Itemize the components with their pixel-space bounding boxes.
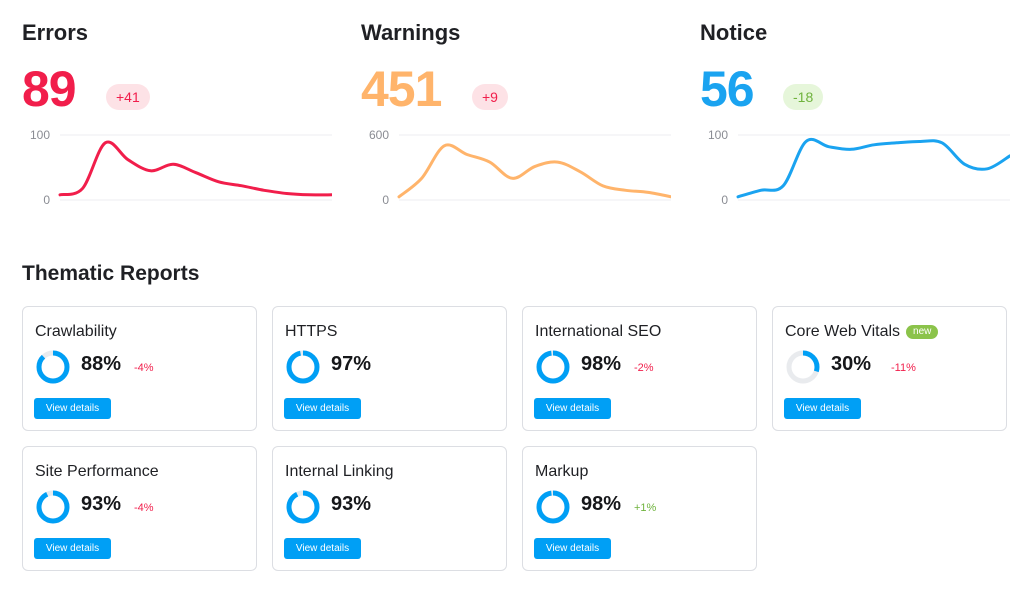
new-badge: new bbox=[906, 325, 939, 339]
series-line bbox=[736, 137, 1010, 199]
card-percentage: 93% bbox=[81, 493, 122, 515]
card-title: Internal Linking bbox=[285, 463, 394, 480]
card-title: Site Performance bbox=[35, 463, 159, 480]
report-card-https[interactable]: HTTPS 97% View details bbox=[272, 306, 507, 431]
y-tick-label: 100 bbox=[30, 128, 50, 142]
card-title: Core Web Vitals new bbox=[785, 323, 939, 341]
metric-value[interactable]: 451 bbox=[361, 61, 442, 117]
card-title: Crawlability bbox=[35, 323, 117, 340]
progress-ring-icon bbox=[286, 490, 320, 524]
ring-progress bbox=[36, 350, 70, 384]
card-percentage: 98% bbox=[581, 353, 622, 375]
report-card-internal-linking[interactable]: Internal Linking 93% View details bbox=[272, 446, 507, 571]
card-percentage: 98% bbox=[581, 493, 622, 515]
progress-ring-icon bbox=[786, 350, 820, 384]
section-title: Thematic Reports bbox=[22, 262, 200, 285]
card-percentage: 93% bbox=[331, 493, 372, 515]
warnings-metric: Warnings 451 +9 600 0 bbox=[361, 20, 681, 220]
metric-value[interactable]: 89 bbox=[22, 61, 77, 117]
card-title: HTTPS bbox=[285, 323, 338, 340]
metric-delta-badge: -18 bbox=[783, 84, 824, 110]
metric-title: Warnings bbox=[361, 20, 461, 45]
report-card-crawlability[interactable]: Crawlability 88% -4% View details bbox=[22, 306, 257, 431]
notice-metric: Notice 56 -18 100 0 bbox=[700, 20, 1020, 220]
ring-progress bbox=[786, 350, 820, 384]
card-delta: -4% bbox=[134, 502, 154, 514]
progress-ring-icon bbox=[536, 490, 570, 524]
y-tick-label: 600 bbox=[369, 128, 389, 142]
progress-ring-icon bbox=[286, 350, 320, 384]
view-details-button[interactable]: View details bbox=[34, 398, 111, 419]
errors-metric: Errors 89 +41 100 0 bbox=[22, 20, 342, 220]
card-percentage: 30% bbox=[831, 353, 872, 375]
report-card-markup[interactable]: Markup 98% +1% View details bbox=[522, 446, 757, 571]
metric-value[interactable]: 56 bbox=[700, 61, 755, 117]
card-delta: -2% bbox=[634, 362, 654, 374]
series-line bbox=[58, 140, 332, 197]
card-delta: -11% bbox=[891, 362, 916, 374]
y-tick-label: 0 bbox=[382, 193, 389, 207]
card-percentage: 88% bbox=[81, 353, 122, 375]
view-details-button[interactable]: View details bbox=[534, 398, 611, 419]
view-details-button[interactable]: View details bbox=[534, 538, 611, 559]
y-tick-label: 100 bbox=[708, 128, 728, 142]
ring-progress bbox=[536, 490, 570, 524]
notice-trend-chart: 100 0 bbox=[708, 128, 1010, 207]
view-details-button[interactable]: View details bbox=[34, 538, 111, 559]
ring-progress bbox=[36, 490, 70, 524]
progress-ring-icon bbox=[536, 350, 570, 384]
metric-delta-badge: +41 bbox=[106, 84, 150, 110]
report-card-core-web-vitals[interactable]: Core Web Vitals new 30% -11% View details bbox=[772, 306, 1007, 431]
report-card-international-seo[interactable]: International SEO 98% -2% View details bbox=[522, 306, 757, 431]
card-delta: +1% bbox=[634, 502, 657, 514]
view-details-button[interactable]: View details bbox=[284, 538, 361, 559]
card-percentage: 97% bbox=[331, 353, 372, 375]
card-title: International SEO bbox=[535, 323, 662, 340]
card-title: Markup bbox=[535, 463, 589, 480]
ring-progress bbox=[286, 350, 320, 384]
errors-trend-chart: 100 0 bbox=[30, 128, 332, 207]
card-delta: -4% bbox=[134, 362, 154, 374]
y-tick-label: 0 bbox=[721, 193, 728, 207]
metric-title: Notice bbox=[700, 20, 768, 45]
view-details-button[interactable]: View details bbox=[284, 398, 361, 419]
ring-progress bbox=[286, 490, 320, 524]
progress-ring-icon bbox=[36, 350, 70, 384]
warnings-trend-chart: 600 0 bbox=[369, 128, 671, 207]
metric-title: Errors bbox=[22, 20, 89, 45]
report-card-site-performance[interactable]: Site Performance 93% -4% View details bbox=[22, 446, 257, 571]
progress-ring-icon bbox=[36, 490, 70, 524]
metric-delta-badge: +9 bbox=[472, 84, 508, 110]
y-tick-label: 0 bbox=[43, 193, 50, 207]
view-details-button[interactable]: View details bbox=[784, 398, 861, 419]
ring-progress bbox=[536, 350, 570, 384]
series-line bbox=[397, 143, 671, 199]
